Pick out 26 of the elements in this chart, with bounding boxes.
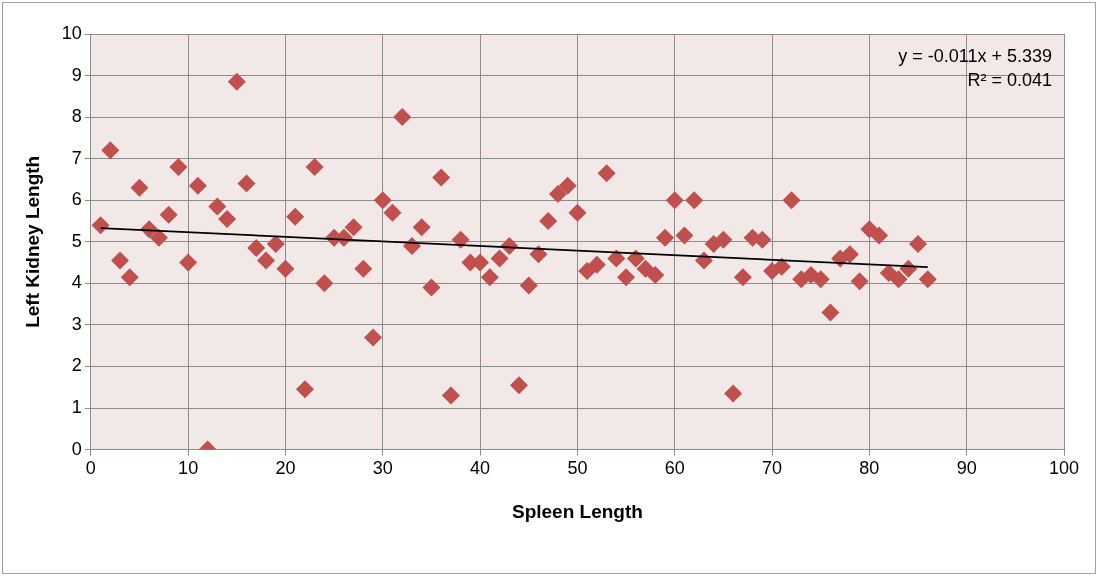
annotation: R² = 0.041 (966, 69, 1052, 92)
y-tick-label: 8 (71, 106, 82, 127)
x-tick-label: 70 (762, 458, 783, 479)
y-axis-title: Left Kidney Length (21, 155, 43, 328)
x-tick-label: 0 (85, 458, 96, 479)
x-tick-label: 10 (178, 458, 199, 479)
y-tick-label: 2 (71, 355, 82, 376)
y-tick-label: 10 (61, 22, 82, 43)
x-tick-label: 60 (664, 458, 685, 479)
x-tick-label: 20 (275, 458, 296, 479)
y-tick-label: 6 (71, 189, 82, 210)
y-tick-label: 0 (71, 438, 82, 459)
annotation: y = -0.011x + 5.339 (898, 45, 1052, 68)
y-tick-label: 3 (71, 313, 82, 334)
x-tick-label: 30 (372, 458, 393, 479)
x-tick-label: 100 (1048, 458, 1080, 479)
x-tick-label: 40 (470, 458, 491, 479)
y-tick-label: 1 (71, 397, 82, 418)
y-tick-label: 5 (71, 230, 82, 251)
y-tick-label: 7 (71, 147, 82, 168)
x-axis-title: Spleen Length (511, 500, 643, 522)
x-tick-label: 90 (956, 458, 977, 479)
x-tick-label: 80 (859, 458, 880, 479)
y-tick-label: 4 (71, 272, 82, 293)
y-tick-label: 9 (71, 64, 82, 85)
x-tick-label: 50 (567, 458, 588, 479)
